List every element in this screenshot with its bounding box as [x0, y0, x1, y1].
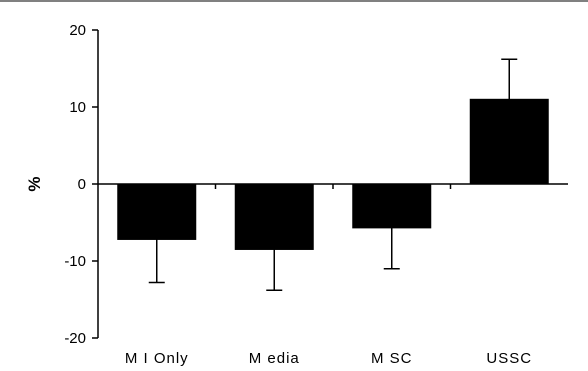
bar-ussc	[469, 98, 549, 185]
y-tick-label: 10	[69, 99, 86, 116]
x-category-label: USSC	[486, 350, 532, 367]
y-axis-title: %	[25, 176, 44, 191]
y-tick-label: -10	[64, 253, 86, 270]
bar-m-sc	[352, 183, 432, 229]
x-category-label: M edia	[249, 350, 300, 367]
y-tick-label: -20	[64, 330, 86, 347]
labels-group: -20 -10 0 10 20 M I Only M edia M SC USSC	[64, 22, 532, 367]
bar-m-i-only	[117, 183, 197, 240]
x-category-label: M I Only	[125, 350, 189, 367]
y-tick-label: 0	[78, 176, 86, 193]
bar-m-edia	[234, 183, 314, 250]
x-category-label: M SC	[371, 350, 413, 367]
y-tick-label: 20	[69, 22, 86, 39]
error-bars-group	[148, 58, 518, 292]
bars-group	[117, 98, 549, 250]
